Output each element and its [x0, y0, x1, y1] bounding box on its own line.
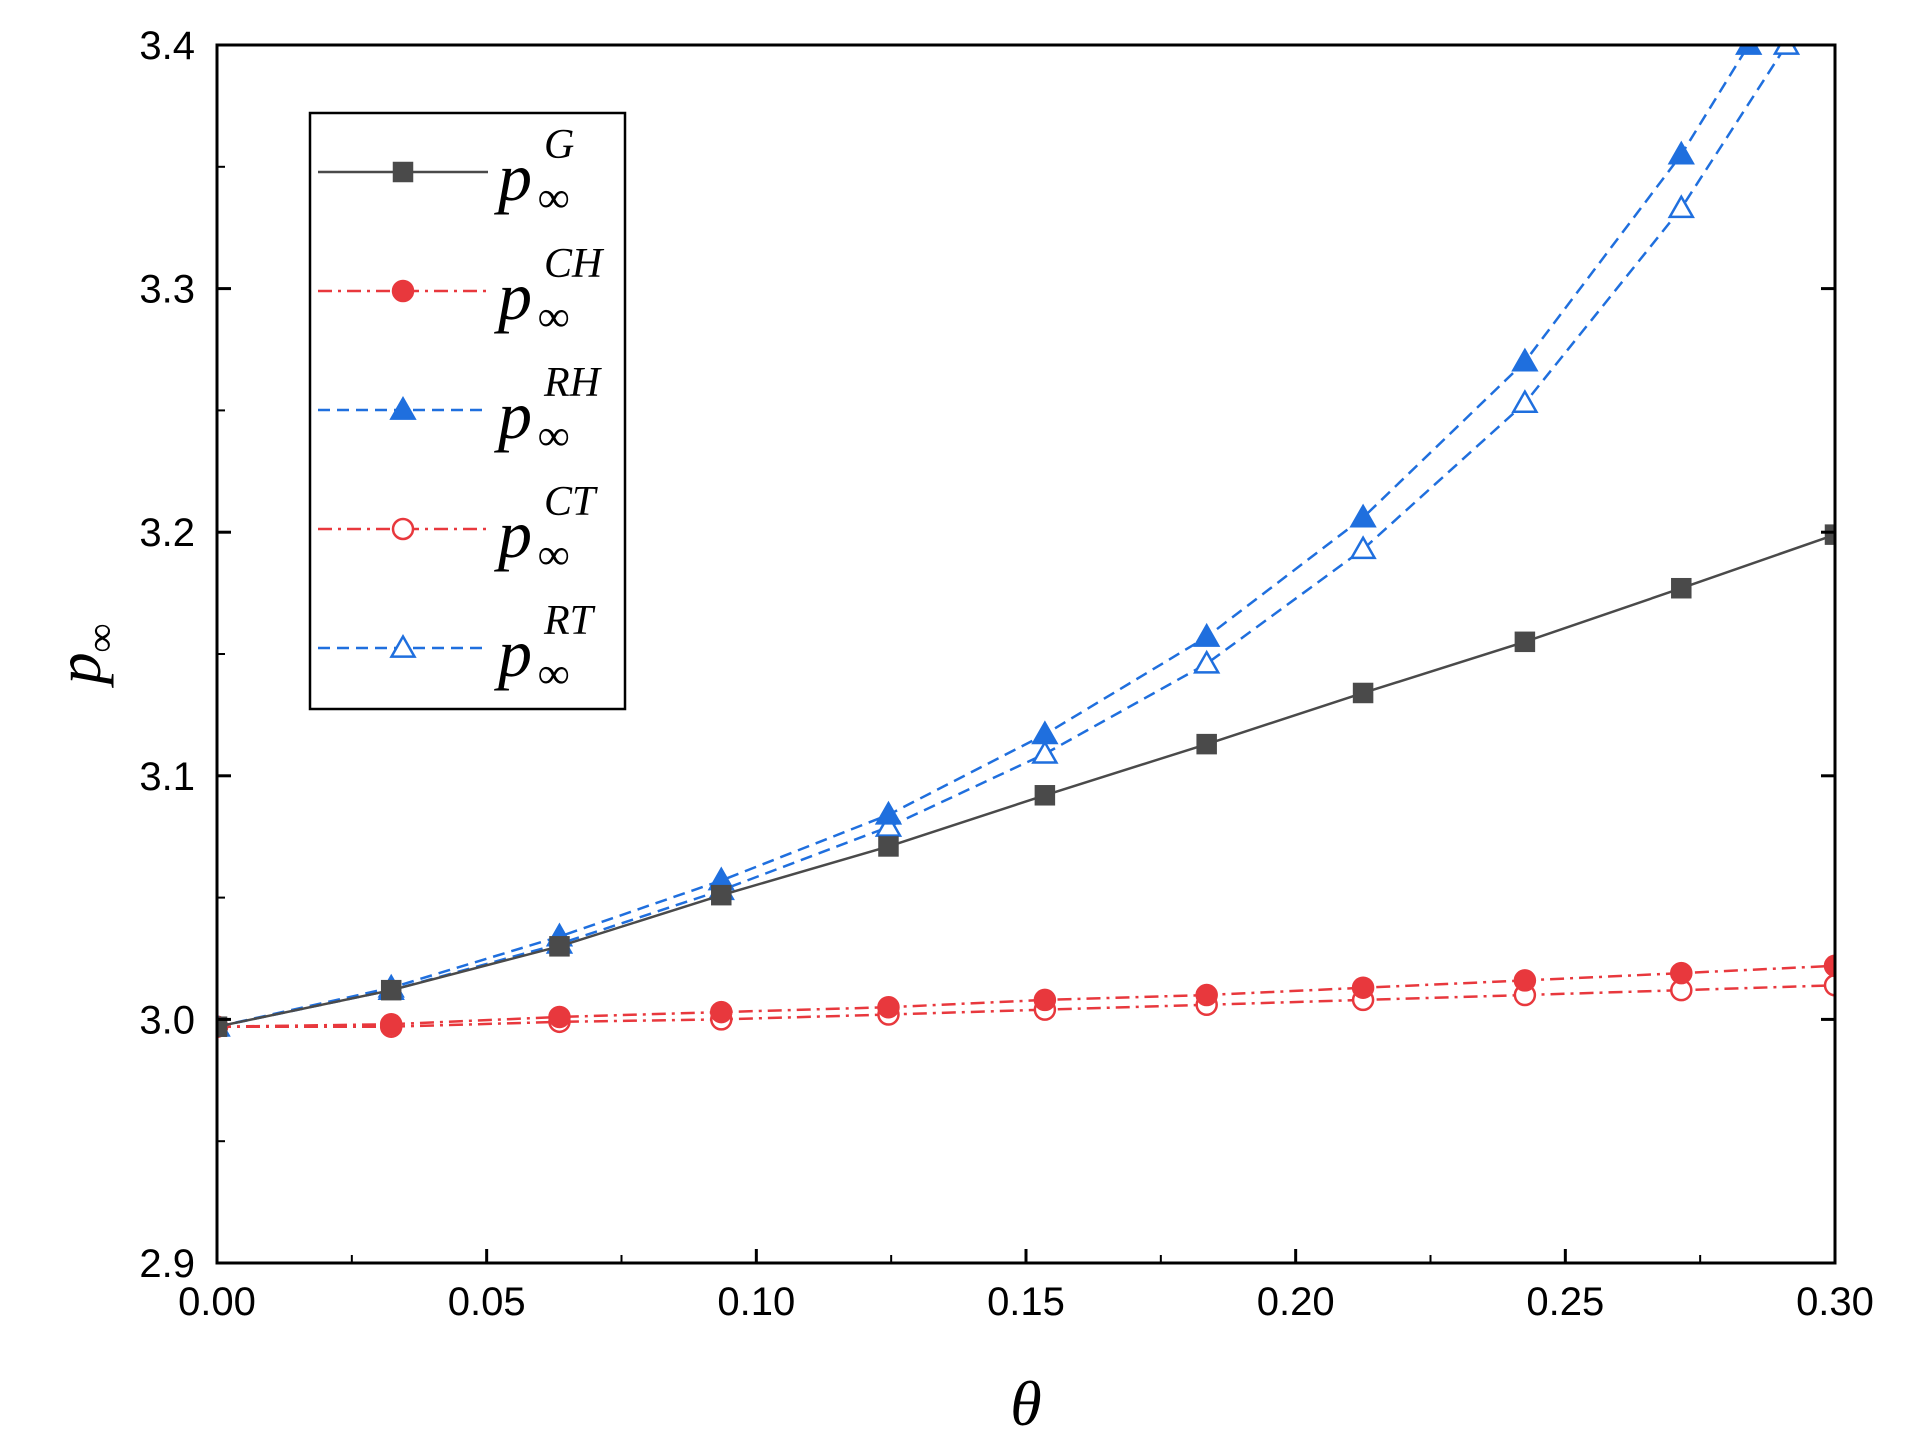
data-point-rt-8	[1511, 389, 1539, 413]
y-tick-label: 3.2	[139, 511, 195, 555]
y-tick-label: 3.1	[139, 755, 195, 799]
legend-marker-rt	[389, 633, 417, 658]
data-point-rh-7	[1349, 503, 1377, 528]
legend-entry-ch: p CH ∞	[318, 241, 605, 341]
data-point-rt-9	[1667, 194, 1695, 219]
data-point-ch-5	[1033, 988, 1057, 1012]
data-point-g-8	[1514, 631, 1536, 653]
legend-label-base: p	[494, 139, 532, 215]
data-point-rt-7	[1349, 535, 1377, 560]
legend-entry-g: p G ∞	[318, 122, 574, 222]
data-point-ch-6	[1195, 983, 1218, 1007]
data-point-ch-1	[379, 1013, 403, 1036]
y-tick-label: 3.3	[139, 268, 195, 312]
legend-label-sup: CT	[544, 479, 598, 525]
legend-label-sup: CH	[544, 241, 605, 287]
y-axis-title: p∞	[43, 624, 123, 689]
series-g	[217, 524, 1835, 1037]
legend-label-sup: G	[544, 122, 574, 168]
y-tick-label: 3.0	[139, 998, 195, 1042]
x-tick-label: 0.25	[1526, 1280, 1604, 1324]
data-point-g-1	[380, 979, 402, 1001]
data-point-ch-8	[1513, 969, 1537, 992]
data-point-rh-4	[874, 800, 903, 825]
data-point-rt-5	[1031, 739, 1059, 764]
x-tick-label: 0.15	[987, 1280, 1065, 1324]
data-point-ch-10	[1823, 954, 1835, 978]
legend-label-rt: p RT ∞	[494, 598, 596, 698]
legend-label-sub: ∞	[538, 292, 569, 341]
data-point-g-3	[711, 884, 732, 906]
legend-label-sup: RT	[543, 598, 596, 644]
data-point-g-9	[1671, 577, 1692, 599]
data-point-rt-4	[874, 812, 903, 837]
x-tick-label: 0.05	[448, 1280, 526, 1324]
data-point-g-6	[1196, 733, 1217, 755]
legend-label-base: p	[494, 258, 532, 334]
legend-label-ch: p CH ∞	[494, 241, 605, 341]
x-axis-title: θ	[1010, 1368, 1041, 1435]
data-point-rh-5	[1031, 720, 1059, 745]
legend-label-rh: p RH ∞	[494, 360, 603, 460]
legend-label-sub: ∞	[538, 649, 569, 698]
data-point-ch-3	[710, 1000, 733, 1024]
data-point-rt-6	[1193, 649, 1221, 674]
data-point-ch-2	[548, 1005, 571, 1029]
ticks-layer: 0.00 0.05 0.10 0.15 0.20 0.25 0.30 2.9 3.0 3.1 3.2…	[139, 24, 1874, 1324]
y-axis-title-sub: ∞	[78, 624, 123, 653]
legend-label-sub: ∞	[538, 411, 569, 460]
data-point-g-7	[1352, 682, 1374, 704]
data-point-rh-10	[1735, 45, 1763, 55]
legend-marker-g	[392, 161, 414, 183]
legend-entry-rh: p RH ∞	[318, 360, 603, 460]
data-point-ct-10	[1823, 974, 1835, 997]
data-point-g-5	[1034, 785, 1056, 806]
data-point-rh-9	[1667, 140, 1695, 165]
legend-marker-rh	[389, 395, 417, 420]
data-point-rh-6	[1193, 622, 1221, 647]
x-tick-label: 0.30	[1796, 1280, 1874, 1324]
x-tick-label: 0.10	[717, 1280, 795, 1324]
data-point-g-10	[1824, 524, 1835, 545]
legend-entry-rt: p RT ∞	[318, 598, 596, 698]
legend-label-ct: p CT ∞	[494, 479, 598, 579]
y-tick-label: 2.9	[139, 1242, 195, 1286]
data-point-rt-10	[1772, 45, 1801, 55]
series-ch	[217, 954, 1835, 1038]
data-point-g-4	[878, 836, 899, 857]
legend-label-g: p G ∞	[494, 122, 574, 222]
legend-marker-ch	[391, 279, 415, 303]
legend-label-sup: RH	[543, 360, 603, 406]
data-point-g-0	[217, 1016, 228, 1037]
x-tick-label: 0.20	[1257, 1280, 1335, 1324]
legend-label-base: p	[494, 496, 532, 572]
legend-label-sub: ∞	[538, 173, 569, 222]
legend-label-sub: ∞	[538, 530, 569, 579]
series-layer	[217, 45, 1835, 1038]
legend-entry-ct: p CT ∞	[318, 479, 598, 579]
data-point-ch-9	[1670, 961, 1693, 985]
legend-label-base: p	[494, 377, 532, 453]
data-point-ch-4	[877, 995, 900, 1019]
y-tick-label: 3.4	[139, 24, 195, 68]
legend-label-base: p	[494, 615, 532, 691]
data-point-rh-8	[1511, 347, 1539, 372]
legend-marker-ct	[391, 517, 415, 541]
data-point-ch-7	[1351, 976, 1375, 999]
data-point-g-2	[549, 936, 570, 957]
legend: p G ∞p CH ∞p RH ∞p CT ∞p RT ∞	[308, 111, 627, 711]
x-tick-label: 0.00	[178, 1280, 256, 1324]
y-axis-title-base: p	[43, 652, 114, 688]
